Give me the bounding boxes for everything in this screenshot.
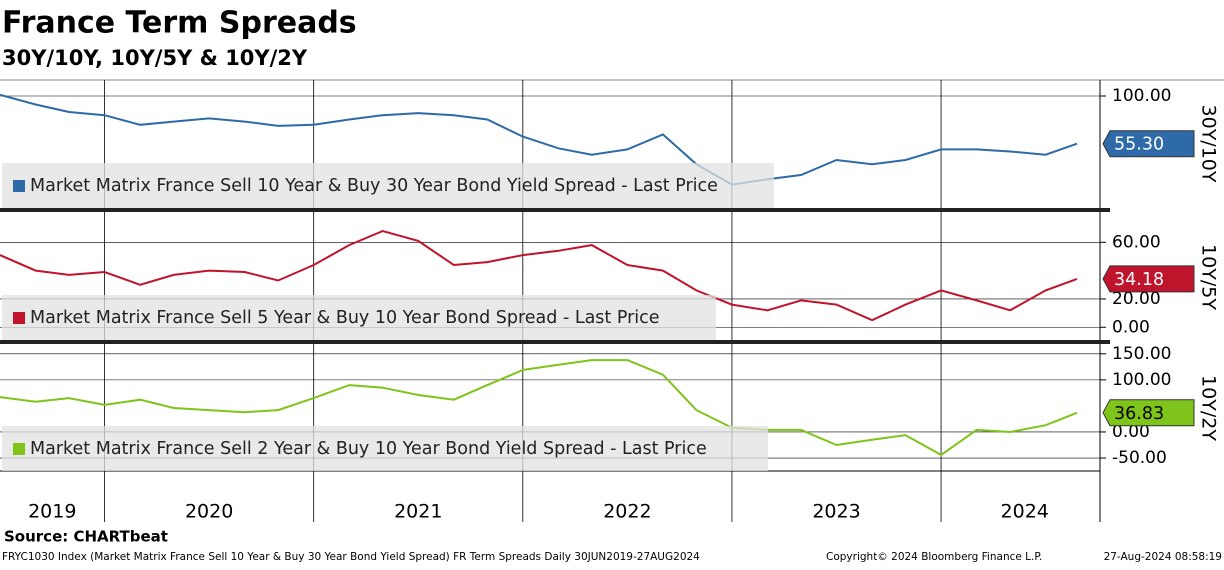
last-value-box [1102, 399, 1195, 427]
footer-info: FRYC1030 Index (Market Matrix France Sel… [2, 551, 700, 563]
y-tick-label: 0.00 [1112, 422, 1150, 442]
y-axis-title: 30Y/10Y [1198, 105, 1220, 183]
source: Source: CHARTbeat [4, 528, 168, 546]
x-tick-label: 2023 [812, 501, 860, 523]
last-value-label: 34.18 [1114, 270, 1164, 290]
series-line [0, 229, 1078, 322]
y-tick-label: 60.00 [1112, 232, 1161, 252]
footer-date: 27-Aug-2024 08:58:19 [1104, 551, 1222, 563]
legend-swatch [13, 312, 25, 324]
legend-label: Market Matrix France Sell 10 Year & Buy … [30, 176, 718, 196]
chart-title: France Term Spreads [2, 6, 357, 41]
legend-swatch [13, 443, 25, 455]
series-line [0, 359, 1078, 457]
y-tick-label: 20.00 [1112, 289, 1161, 309]
x-tick-label: 2020 [185, 501, 233, 523]
series-line [0, 93, 1078, 186]
last-value-label: 36.83 [1114, 404, 1164, 424]
legend-label: Market Matrix France Sell 5 Year & Buy 1… [30, 308, 660, 328]
x-tick-label: 2019 [28, 501, 76, 523]
last-value-label: 55.30 [1114, 135, 1164, 155]
legend-box [2, 426, 768, 471]
last-value-box [1102, 130, 1195, 158]
legend-box [2, 295, 716, 340]
footer-copyright: Copyright© 2024 Bloomberg Finance L.P. [826, 551, 1042, 563]
y-tick-label: 0.00 [1112, 317, 1150, 337]
y-tick-label: 100.00 [1112, 86, 1171, 106]
legend-label: Market Matrix France Sell 2 Year & Buy 1… [30, 439, 707, 459]
x-tick-label: 2024 [1001, 501, 1049, 523]
legend-box [2, 163, 774, 208]
chart-subtitle: 30Y/10Y, 10Y/5Y & 10Y/2Y [2, 46, 308, 70]
legend-swatch [13, 180, 25, 192]
y-tick-label: 150.00 [1112, 344, 1171, 364]
last-value-box [1102, 265, 1195, 293]
y-tick-label: 100.00 [1112, 370, 1171, 390]
y-tick-label: -50.00 [1112, 448, 1167, 468]
x-tick-label: 2021 [394, 501, 442, 523]
y-axis-title: 10Y/5Y [1198, 244, 1220, 310]
x-tick-label: 2022 [603, 501, 651, 523]
y-axis-title: 10Y/2Y [1198, 375, 1220, 441]
